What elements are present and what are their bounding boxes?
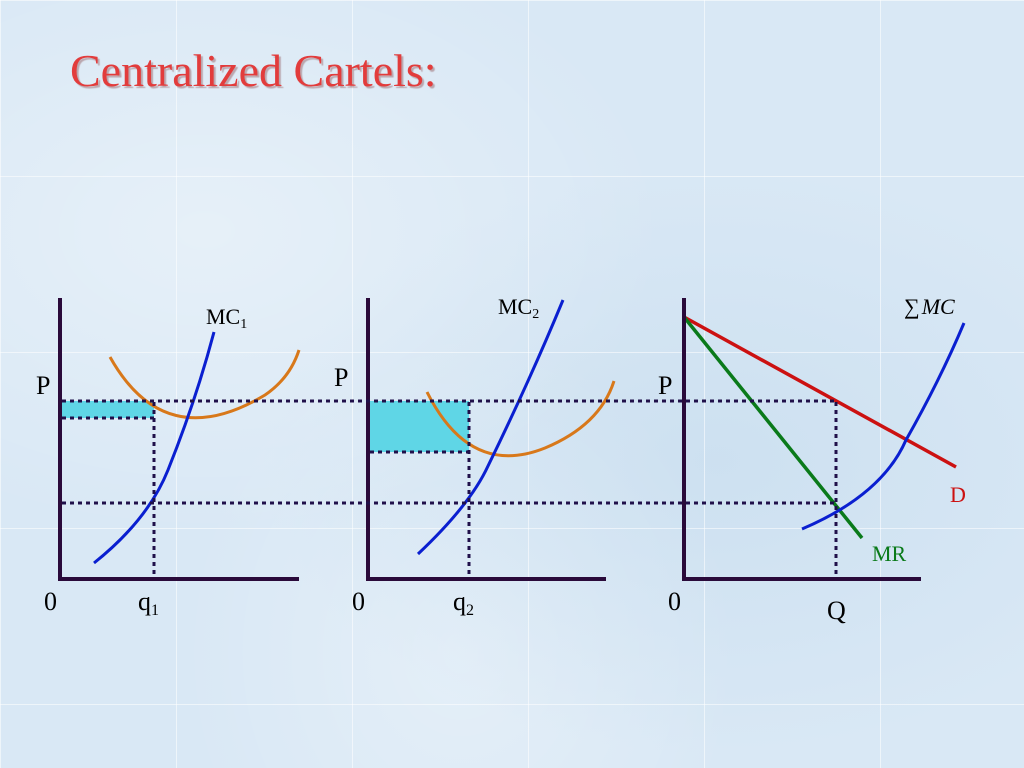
sum-mc-label: ∑MC bbox=[904, 294, 955, 319]
quantity-label-firm-1-sub: 1 bbox=[151, 602, 159, 619]
profit-area-firm-1 bbox=[62, 401, 154, 418]
mc-curve-firm-2 bbox=[416, 299, 565, 556]
origin-label-market: 0 bbox=[668, 587, 681, 616]
panel-firm-2: P 0 MC2 q2 bbox=[334, 294, 616, 619]
panel-market: P 0 ∑MC D MR Q bbox=[658, 294, 966, 625]
origin-label-firm-2: 0 bbox=[352, 587, 365, 616]
price-label-firm-1: P bbox=[36, 371, 50, 400]
quantity-label-market: Q bbox=[827, 596, 846, 625]
slide-title: Centralized Cartels: bbox=[70, 45, 437, 96]
mc-label-firm-1-sub: 1 bbox=[240, 317, 247, 332]
atc-curve-firm-1 bbox=[108, 349, 301, 420]
atc-curve-firm-2 bbox=[425, 380, 616, 458]
quantity-label-firm-2-main: q bbox=[453, 587, 466, 616]
origin-label-firm-1: 0 bbox=[44, 587, 57, 616]
mc-label-firm-1-main: MC bbox=[206, 304, 240, 329]
sum-symbol: ∑ bbox=[904, 294, 920, 319]
demand-label: D bbox=[950, 482, 966, 507]
profit-area-firm-2 bbox=[370, 401, 469, 452]
mc-label-firm-2-sub: 2 bbox=[532, 307, 539, 322]
quantity-label-firm-1-main: q bbox=[138, 587, 151, 616]
mc-curve-firm-1 bbox=[93, 331, 216, 565]
mc-label-firm-2-main: MC bbox=[498, 294, 532, 319]
sum-mc-label-text: MC bbox=[921, 294, 955, 319]
quantity-label-firm-2: q2 bbox=[453, 587, 474, 619]
price-label-market: P bbox=[658, 371, 672, 400]
quantity-label-firm-2-sub: 2 bbox=[466, 602, 474, 619]
sum-mc-curve bbox=[801, 322, 966, 531]
panel-firm-1: P 0 MC1 q1 bbox=[36, 298, 301, 619]
demand-curve bbox=[683, 315, 957, 469]
marginal-revenue-curve bbox=[682, 315, 864, 540]
mc-label-firm-1: MC1 bbox=[206, 304, 247, 332]
mc-label-firm-2: MC2 bbox=[498, 294, 539, 322]
quantity-label-firm-1: q1 bbox=[138, 587, 159, 619]
mr-label: MR bbox=[872, 541, 907, 566]
price-label-firm-2: P bbox=[334, 363, 348, 392]
